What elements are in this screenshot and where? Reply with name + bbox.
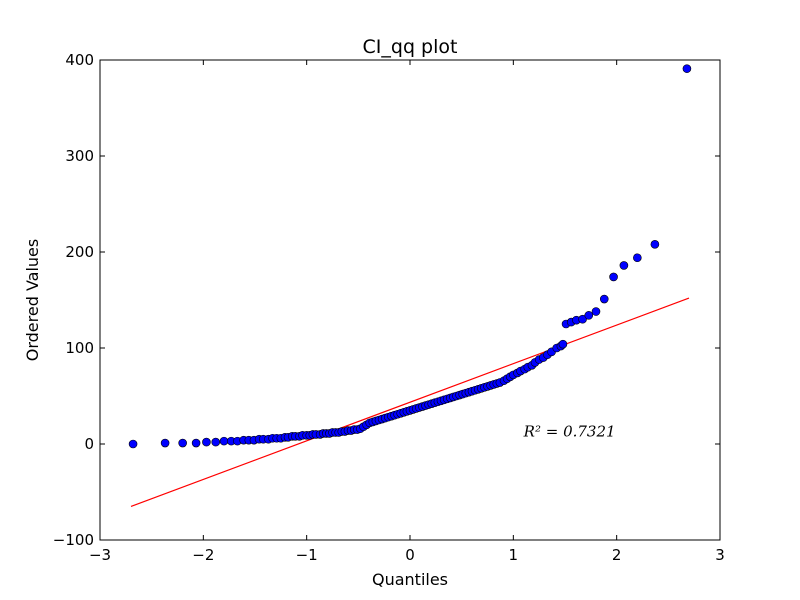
fit-line	[130, 297, 690, 507]
data-point	[650, 240, 660, 249]
y-tick-label: 300	[65, 147, 94, 165]
data-point	[178, 438, 187, 448]
x-tick-label: −1	[296, 546, 318, 564]
data-point	[599, 294, 609, 304]
x-tick-label: 0	[405, 546, 415, 564]
data-point	[578, 314, 587, 324]
data-point	[202, 437, 211, 447]
axis-ticks: −3 −2 −1 0 1 2 3 −100 0 100 200 300 400	[53, 51, 725, 564]
y-tick-label: 400	[65, 51, 94, 69]
chart-title: CI_qq plot	[363, 36, 458, 58]
data-point	[191, 438, 201, 448]
data-point	[584, 311, 594, 320]
x-axis-label: Quantiles	[372, 570, 448, 589]
x-tick-label: 2	[612, 546, 622, 564]
data-point	[591, 307, 601, 316]
data-point	[682, 64, 692, 73]
data-point	[619, 261, 629, 270]
data-point	[160, 438, 170, 448]
fit-line-layer	[130, 297, 690, 507]
data-point	[609, 272, 618, 282]
x-tick-label: 3	[715, 546, 725, 564]
x-tick-label: 1	[509, 546, 519, 564]
y-axis-label: Ordered Values	[23, 239, 42, 361]
y-tick-label: −100	[53, 531, 94, 549]
r-squared-annotation: R² = 0.7321	[523, 422, 616, 440]
data-point	[558, 339, 568, 349]
plot-frame	[99, 59, 721, 541]
data-point	[211, 437, 221, 447]
y-tick-label: 200	[65, 243, 94, 261]
data-points-layer	[128, 64, 692, 449]
y-tick-label: 100	[65, 339, 94, 357]
x-tick-label: −3	[89, 546, 111, 564]
data-point	[633, 253, 642, 263]
data-point	[128, 439, 138, 449]
y-tick-label: 0	[84, 435, 94, 453]
data-point	[219, 436, 229, 446]
x-tick-label: −2	[192, 546, 214, 564]
